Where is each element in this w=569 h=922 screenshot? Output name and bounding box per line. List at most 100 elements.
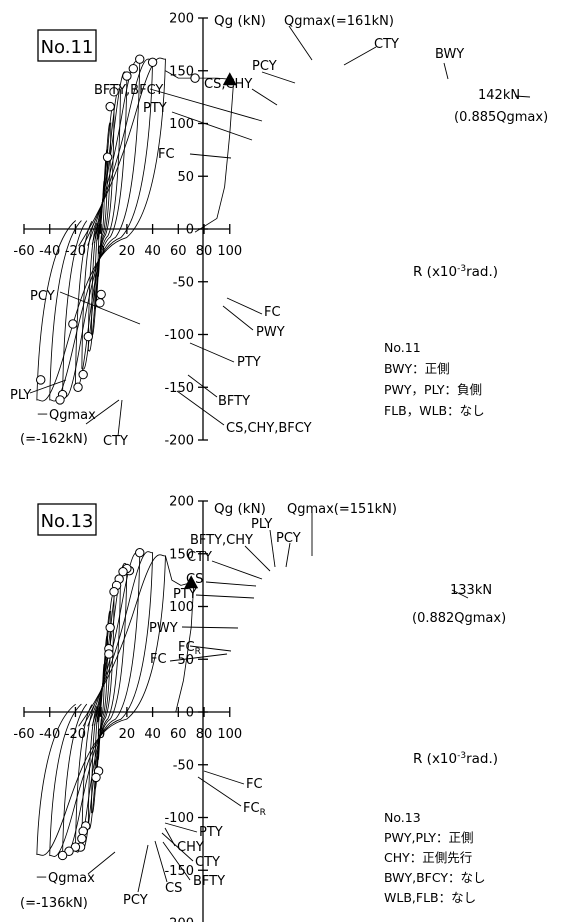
note-line: WLB,FLB：なし	[384, 890, 476, 905]
specimen-label-box	[37, 503, 97, 536]
event-marker	[70, 842, 81, 852]
hysteresis-loop	[49, 58, 154, 402]
hysteresis-loop	[75, 562, 128, 853]
annotation-bwy: BWY	[435, 47, 464, 62]
y-tick-label: 0	[186, 706, 194, 721]
leader-line	[154, 840, 168, 883]
event-marker	[105, 622, 115, 633]
leader-line	[137, 844, 149, 893]
event-marker	[91, 772, 101, 783]
y-tick-label: 150	[169, 64, 194, 79]
leader-line	[451, 589, 469, 599]
y-tick-label: -200	[164, 917, 194, 922]
specimen-label-box	[37, 29, 97, 62]
annotation-ultimate-ratio: (0.885Qgmax)	[454, 110, 548, 125]
note-line: PWY，PLY：負側	[384, 382, 482, 397]
y-tick-label: 50	[177, 170, 194, 185]
hysteresis-loop	[75, 71, 128, 387]
note-line: CHY：正側先行	[384, 850, 472, 865]
annotation-bfty-neg: BFTY	[218, 394, 250, 409]
leader-line	[222, 305, 254, 331]
event-marker	[36, 375, 46, 385]
leader-line	[29, 379, 67, 394]
pushover-curve	[165, 70, 235, 233]
hysteresis-loop	[81, 88, 121, 370]
event-marker	[77, 833, 87, 844]
annotation-cs-chy: CS,CHY	[204, 77, 252, 92]
annotation-cs-neg: CS	[165, 881, 182, 896]
event-marker	[68, 319, 78, 329]
leader-line	[164, 822, 198, 833]
annotation-pwy: PWY	[256, 325, 285, 340]
event-marker	[95, 298, 105, 308]
x-tick-label: 0	[97, 727, 105, 742]
leader-line	[205, 581, 257, 587]
annotation-cty: CTY	[374, 37, 399, 52]
annotation-ultimate-load: 142kN	[478, 88, 520, 103]
leader-lines	[87, 512, 469, 893]
annotation-pcy: PCY	[252, 59, 277, 74]
event-marker	[105, 101, 115, 112]
event-marker	[135, 54, 145, 64]
y-tick-label: 150	[169, 547, 194, 562]
event-marker	[83, 331, 94, 342]
x-tick-label: 0	[97, 244, 105, 259]
note-line: BWY,BFCY：なし	[384, 870, 486, 885]
annotation-ply: PLY	[251, 517, 272, 532]
event-marker	[57, 850, 68, 861]
notes: No.11 BWY：正側 PWY，PLY：負側 FLB，WLB：なし	[384, 340, 485, 418]
annotation-fc: FC	[150, 652, 167, 667]
leader-line	[87, 851, 116, 875]
y-tick-label: -100	[164, 811, 194, 826]
y-tick-label: 200	[169, 12, 194, 27]
annotation-cty-neg: CTY	[103, 434, 128, 449]
leader-line	[189, 153, 232, 159]
annotation-pcy-neg: PCY	[30, 289, 55, 304]
y-tick-label: -50	[173, 758, 194, 773]
y-axis-label: Qg (kN)	[214, 13, 266, 29]
x-tick-label: 20	[119, 727, 136, 742]
hysteresis-loop	[36, 554, 166, 856]
x-tick-label: 100	[217, 244, 242, 259]
annotation-fc-neg: FC	[246, 777, 263, 792]
leader-line	[149, 88, 263, 122]
event-markers	[57, 547, 199, 861]
event-marker	[78, 369, 88, 380]
hysteresis-loop	[49, 551, 154, 857]
annotation-cs: CS	[186, 572, 203, 587]
leader-line	[443, 62, 449, 80]
leader-line	[59, 291, 141, 325]
annotation-neg-qgmax-value: (=-162kN)	[20, 432, 88, 447]
leader-line	[514, 95, 531, 98]
leader-line	[181, 626, 239, 629]
leader-line	[226, 297, 263, 315]
y-tick-label: 100	[169, 117, 194, 132]
leader-line	[211, 560, 263, 580]
y-tick-label: -150	[164, 381, 194, 396]
axes: -60 -40 -20 0 20 40 60 80 100200150100500-50-100…	[13, 495, 242, 922]
x-tick-label: 80	[196, 727, 213, 742]
x-tick-label: -20	[65, 727, 86, 742]
y-tick-label: 50	[177, 653, 194, 668]
x-tick-label: 80	[196, 244, 213, 259]
event-marker	[64, 846, 74, 856]
leader-line	[161, 832, 194, 862]
y-tick-label: -100	[164, 328, 194, 343]
event-marker	[102, 152, 113, 162]
leader-line	[189, 645, 232, 652]
leader-line	[176, 390, 225, 426]
annotation-fc-neg: FC	[264, 305, 281, 320]
annotation-pty-neg: PTY	[237, 355, 261, 370]
event-marker	[104, 649, 114, 659]
x-tick-label: 60	[170, 727, 187, 742]
annotation-qgmax: Qgmax(=151kN)	[287, 502, 397, 517]
hysteresis-loop	[62, 552, 141, 856]
annotation-cty-neg: CTY	[195, 855, 220, 870]
annotation-pwy: PWY	[149, 621, 178, 636]
event-marker	[122, 71, 132, 81]
x-tick-label: 60	[170, 244, 187, 259]
event-marker	[190, 73, 200, 83]
annotation-bfty-chy: BFTY,CHY	[190, 533, 253, 548]
x-tick-label: 40	[144, 244, 161, 259]
